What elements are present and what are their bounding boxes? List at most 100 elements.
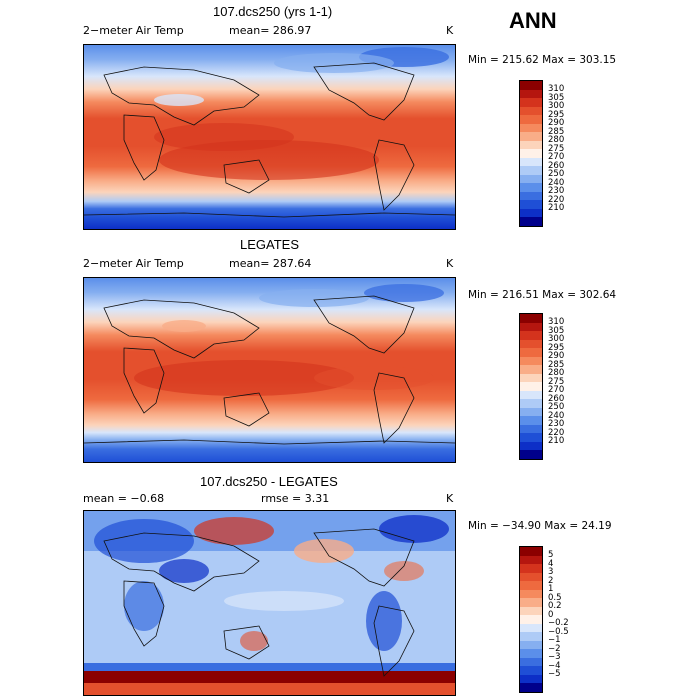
panel-2-variable-label: 2−meter Air Temp (83, 257, 184, 270)
colorbar-swatch (520, 424, 542, 434)
colorbar-swatch (520, 640, 542, 650)
colorbar-swatch (520, 683, 542, 693)
colorbar-swatch (520, 348, 542, 358)
panel-3-map (83, 510, 456, 696)
panel-2-title: LEGATES (240, 237, 300, 252)
colorbar-swatch (520, 382, 542, 392)
colorbar-swatch (520, 191, 542, 201)
panel-3-minmax: Min = −34.90 Max = 24.19 (468, 520, 612, 532)
panel-1-variable-label: 2−meter Air Temp (83, 24, 184, 37)
colorbar-swatch (520, 657, 542, 667)
colorbar-swatch (520, 666, 542, 676)
colorbar-label: 220 (548, 194, 565, 205)
colorbar-swatch (520, 322, 542, 332)
colorbar-label: 230 (548, 186, 565, 197)
panel-1-mean-label: mean= 286.97 (229, 24, 312, 37)
panel-1-unit-label: K (446, 24, 454, 37)
colorbar-swatch (520, 674, 542, 684)
colorbar-label: 300 (548, 334, 565, 345)
colorbar-label: 285 (548, 359, 565, 370)
colorbar-label: 295 (548, 109, 565, 120)
colorbar-swatch (520, 390, 542, 400)
colorbar-label: 4 (548, 558, 554, 569)
colorbar-label: −0.2 (548, 618, 569, 629)
panel-1-map (83, 44, 456, 230)
colorbar-swatch (520, 615, 542, 625)
colorbar-swatch (520, 598, 542, 608)
colorbar-label: −5 (548, 669, 561, 680)
colorbar-label: 270 (548, 385, 565, 396)
colorbar-label: 260 (548, 160, 565, 171)
panel-2-colorbar: 310 305 300 295 290 285 280 275 270 260 250 240 230 2… (519, 313, 564, 460)
colorbar-label: 310 (548, 84, 565, 95)
colorbar-label: −3 (548, 652, 561, 663)
colorbar-swatch (520, 356, 542, 366)
colorbar-swatch (520, 166, 542, 176)
panel-1-colorbar: 310 305 300 295 290 285 280 275 270 260 250 240 230 2… (519, 80, 564, 227)
colorbar-label: 285 (548, 126, 565, 137)
colorbar-label: 250 (548, 402, 565, 413)
colorbar-label: 280 (548, 135, 565, 146)
colorbar-label: −1 (548, 635, 561, 646)
panel-3-rmse-label: rmse = 3.31 (261, 492, 330, 505)
panel-2-mean-label: mean= 287.64 (229, 257, 312, 270)
colorbar-label: 0.5 (548, 592, 562, 603)
colorbar-swatch (520, 331, 542, 341)
colorbar-swatch (520, 450, 542, 460)
colorbar-swatch (520, 555, 542, 565)
colorbar-label: 300 (548, 101, 565, 112)
panel-1-title: 107.dcs250 (yrs 1-1) (213, 4, 333, 19)
colorbar-swatch (520, 115, 542, 125)
colorbar-label: −4 (548, 660, 561, 671)
colorbar-swatch (520, 365, 542, 375)
season-label: ANN (509, 8, 557, 33)
colorbar-swatch (520, 649, 542, 659)
colorbar-swatch (520, 208, 542, 218)
panel-2-minmax: Min = 216.51 Max = 302.64 (468, 289, 617, 301)
colorbar-label: 210 (548, 203, 565, 214)
colorbar-label: 280 (548, 368, 565, 379)
colorbar-label: 0.2 (548, 601, 562, 612)
colorbar-label: 305 (548, 92, 565, 103)
colorbar-swatch (520, 140, 542, 150)
colorbar-swatch (520, 572, 542, 582)
colorbar-label: 210 (548, 436, 565, 447)
colorbar-swatch (520, 174, 542, 184)
panel-1-map-field (84, 45, 455, 229)
colorbar-swatch (520, 433, 542, 443)
colorbar-label: 220 (548, 427, 565, 438)
colorbar-label: 290 (548, 118, 565, 129)
colorbar-swatch (520, 441, 542, 451)
panel-2-map-field (84, 278, 455, 462)
colorbar-label: 260 (548, 393, 565, 404)
panel-3-title: 107.dcs250 - LEGATES (200, 474, 338, 489)
colorbar-swatch (520, 89, 542, 99)
colorbar-label: 1 (548, 584, 554, 595)
colorbar-swatch (520, 581, 542, 591)
panel-1-minmax: Min = 215.62 Max = 303.15 (468, 54, 617, 66)
colorbar-swatch (520, 149, 542, 159)
colorbar-label: 0 (548, 609, 554, 620)
colorbar-swatch (520, 98, 542, 108)
panel-2-map (83, 277, 456, 463)
panel-3-mean-label: mean = −0.68 (83, 492, 165, 505)
colorbar-label: 295 (548, 342, 565, 353)
colorbar-label: 5 (548, 550, 554, 561)
panel-2-unit-label: K (446, 257, 454, 270)
panel-3-colorbar: 5 4 3 2 1 0.5 0.2 0 −0.2 −0.5 −1 −2 −3 −4 −5 (519, 546, 569, 693)
colorbar-swatch (520, 339, 542, 349)
colorbar-swatch (520, 606, 542, 616)
colorbar-swatch (520, 123, 542, 133)
colorbar-swatch (520, 183, 542, 193)
colorbar-swatch (520, 314, 542, 324)
panel-3-map-field (84, 511, 455, 695)
colorbar-swatch (520, 373, 542, 383)
panel-3-unit-label: K (446, 492, 454, 505)
colorbar-label: 290 (548, 351, 565, 362)
colorbar-label: −0.5 (548, 626, 569, 637)
colorbar-swatch (520, 200, 542, 210)
colorbar-label: 275 (548, 143, 565, 154)
colorbar-swatch (520, 217, 542, 227)
colorbar-swatch (520, 132, 542, 142)
colorbar-label: 230 (548, 419, 565, 430)
